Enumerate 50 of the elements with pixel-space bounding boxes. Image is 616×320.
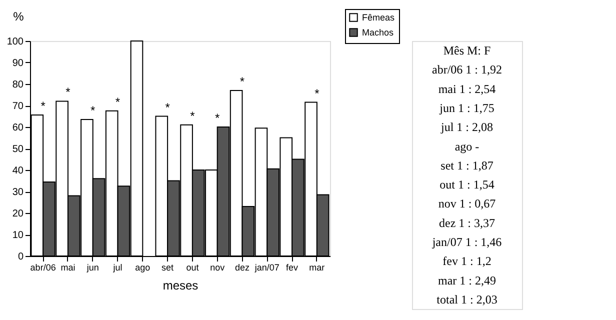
annotation: *	[165, 100, 170, 114]
x-tick-label: dez	[234, 262, 250, 272]
y-tick-label: 50	[12, 144, 24, 155]
annotation: *	[190, 108, 196, 123]
x-tick-label: mar	[309, 262, 325, 272]
text: mai 1 : 2,54	[438, 82, 496, 96]
x-tick-label: set	[162, 262, 174, 272]
y-tick-label: 20	[12, 208, 24, 220]
x-tick-label: out	[186, 262, 200, 272]
text: nov 1 : 0,67	[438, 196, 496, 211]
text: jul 1 : 2,08	[440, 120, 494, 134]
x-tick-label: jun	[86, 262, 99, 272]
y-axis-title: %	[13, 10, 24, 24]
x-axis-title: meses	[162, 278, 198, 292]
text: total 1 : 2,03	[436, 292, 498, 306]
legend-label: Machos	[362, 28, 394, 38]
y-tick-label: 60	[12, 122, 24, 134]
y-tick-label: 30	[12, 187, 24, 198]
text: abr/06 1 : 1,92	[432, 62, 502, 77]
annotation: *	[90, 103, 96, 118]
x-tick-label: jul	[112, 262, 122, 272]
y-tick-label: 10	[12, 230, 24, 241]
x-tick-label: abr/06	[30, 262, 56, 272]
annotation: *	[40, 98, 46, 113]
text: fev 1 : 1,2	[442, 254, 492, 268]
text: mar 1 : 2,49	[438, 273, 496, 288]
y-tick-label: 100	[6, 36, 24, 48]
x-tick-label: ago	[135, 262, 150, 272]
text: ago -	[454, 139, 480, 154]
x-tick-label: nov	[210, 262, 226, 272]
annotation: *	[314, 86, 320, 100]
text: set 1 : 1,87	[440, 158, 494, 172]
text: jan/07 1 : 1,46	[431, 235, 502, 249]
annotation: *	[66, 85, 71, 100]
annotation: *	[115, 94, 120, 109]
y-tick-label: 0	[18, 252, 24, 262]
annotation: *	[240, 74, 245, 88]
x-tick-label: jan/07	[254, 262, 280, 272]
y-tick-label: 40	[12, 166, 24, 176]
y-tick-label: 70	[12, 101, 24, 112]
legend-label: Fêmeas	[362, 12, 396, 22]
x-tick-label: mai	[60, 262, 76, 272]
text: out 1 : 1,54	[440, 178, 494, 192]
y-tick-label: 90	[12, 58, 24, 69]
text: jun 1 : 1,75	[438, 101, 494, 115]
text: dez 1 : 3,37	[439, 216, 495, 230]
annotation: *	[215, 111, 220, 125]
text: Mês M: F	[443, 44, 491, 58]
x-tick-label: fev	[286, 262, 299, 272]
y-tick-label: 80	[12, 80, 24, 90]
